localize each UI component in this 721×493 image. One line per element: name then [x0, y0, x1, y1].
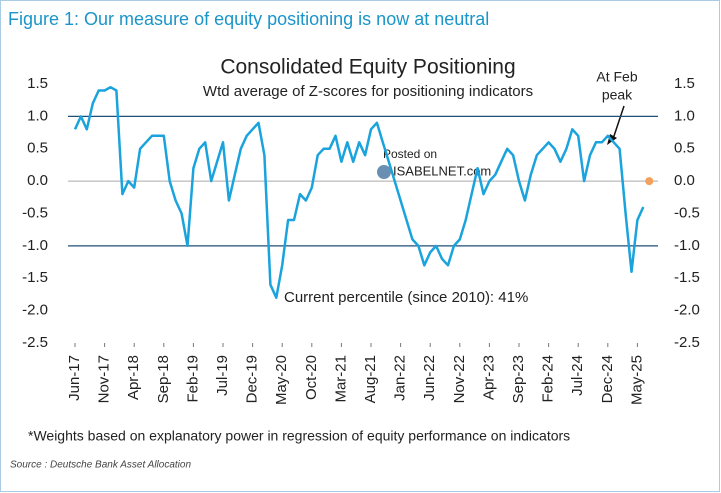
watermark: ISABELNET.com — [393, 163, 491, 178]
y2-tick-label: -2.0 — [674, 302, 700, 319]
x-tick-label: Sep-23 — [510, 355, 527, 403]
x-tick-label: Feb-19 — [184, 355, 201, 403]
y2-tick-label: 0.5 — [674, 140, 695, 157]
x-tick-label: Oct-20 — [303, 355, 320, 400]
source: Source : Deutsche Bank Asset Allocation — [10, 460, 191, 471]
arrow — [611, 105, 625, 143]
y-tick-label: 0.0 — [27, 172, 48, 189]
x-tick-label: Sep-18 — [155, 355, 172, 403]
y2-tick-label: 1.5 — [674, 75, 695, 92]
y2-tick-label: -1.0 — [674, 237, 700, 254]
x-tick-label: Apr-23 — [480, 355, 497, 400]
y2-tick-label: -1.5 — [674, 269, 700, 286]
y2-tick-label: 0.0 — [674, 172, 695, 189]
chart-subtitle: Wtd average of Z-scores for positioning … — [203, 83, 533, 100]
current-point — [645, 177, 654, 186]
x-tick-label: Dec-24 — [599, 355, 616, 403]
x-tick-label: May-20 — [273, 355, 290, 405]
x-tick-label: Apr-18 — [125, 355, 142, 400]
annotation: Current percentile (since 2010): 41% — [284, 289, 528, 306]
y-tick-label: -0.5 — [22, 204, 48, 221]
annotation: peak — [602, 87, 633, 103]
x-tick-label: Nov-22 — [451, 355, 468, 403]
x-tick-label: Jul-24 — [569, 355, 586, 396]
y-tick-label: -1.5 — [22, 269, 48, 286]
footnote: *Weights based on explanatory power in r… — [28, 428, 570, 444]
y-tick-label: -2.5 — [22, 334, 48, 351]
x-tick-label: Jan-22 — [392, 355, 409, 401]
annotation: At Feb — [596, 69, 637, 85]
x-tick-label: Dec-19 — [244, 355, 261, 403]
y-tick-label: -2.0 — [22, 302, 48, 319]
x-tick-label: Jul-19 — [214, 355, 231, 396]
x-tick-label: Mar-21 — [332, 355, 349, 403]
y-tick-label: 1.5 — [27, 75, 48, 92]
watermark-logo — [377, 165, 391, 179]
x-tick-label: Nov-17 — [96, 355, 113, 403]
x-tick-label: Feb-24 — [540, 355, 557, 403]
header: Figure 1: Our measure of equity position… — [8, 9, 489, 29]
y2-tick-label: -0.5 — [674, 204, 700, 221]
x-tick-label: Jun-22 — [421, 355, 438, 401]
x-tick-label: May-25 — [628, 355, 645, 405]
y-tick-label: -1.0 — [22, 237, 48, 254]
y-tick-label: 0.5 — [27, 140, 48, 157]
data-line — [73, 85, 645, 299]
y2-tick-label: 1.0 — [674, 107, 695, 124]
x-tick-label: Jun-17 — [66, 355, 83, 401]
watermark: Posted on — [383, 147, 437, 161]
y2-tick-label: -2.5 — [674, 334, 700, 351]
x-tick-label: Aug-21 — [362, 355, 379, 403]
chart-title: Consolidated Equity Positioning — [220, 56, 515, 79]
y-tick-label: 1.0 — [27, 107, 48, 124]
